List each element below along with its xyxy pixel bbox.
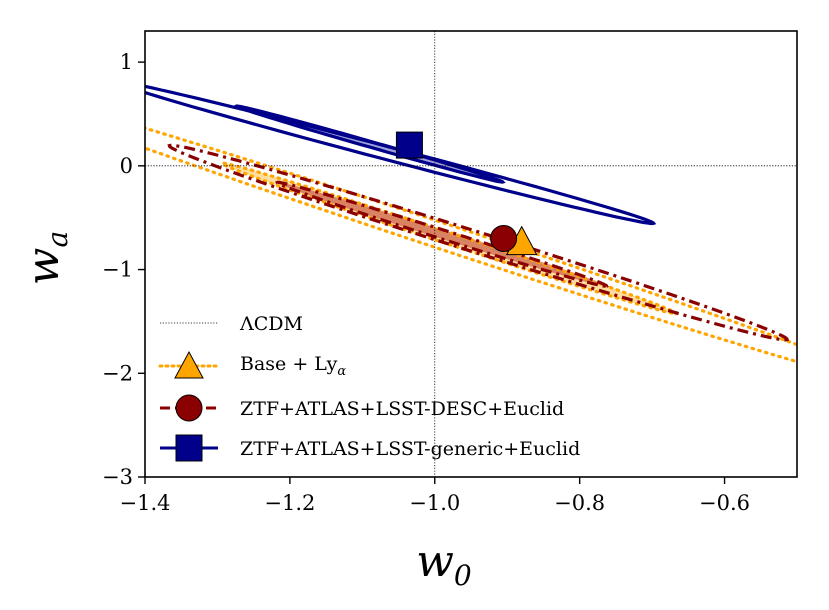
x-tick-label: −1.4 [120,491,171,515]
desc-contour-2sigma [167,143,790,342]
x-axis-ticks: −1.4 −1.2 −1.0 −0.8 −0.6 [120,477,750,515]
desc-fill-1sigma [277,182,607,287]
y-tick-label: −2 [102,361,133,385]
legend-base-marker [174,350,204,379]
legend-generic-label: ZTF+ATLAS+LSST-generic+Euclid [240,438,580,460]
generic-best-fit-marker [395,131,423,159]
desc-best-fit-marker [490,224,518,252]
x-axis-label: w0 [416,536,472,592]
y-axis-label: wa [18,231,74,285]
generic-contour-2sigma [145,84,657,226]
y-tick-label: 1 [120,50,133,74]
legend-desc-marker [175,394,203,422]
contour-layer [145,84,797,364]
legend-generic-marker [175,434,203,462]
base-fill-1sigma [222,163,677,314]
x-tick-label: −1.2 [264,491,315,515]
desc-contour-1sigma [275,180,609,288]
y-tick-label: 0 [120,154,133,178]
legend-lcdm-label: ΛCDM [239,313,303,335]
plot-frame [144,30,798,478]
best-fit-markers [395,131,538,256]
x-tick-label: −1.0 [409,491,460,515]
y-tick-label: −1 [102,258,133,282]
base-contour-2sigma [145,126,797,364]
x-tick-label: −0.8 [554,491,605,515]
x-tick-label: −0.6 [699,491,750,515]
y-tick-label: −3 [102,465,133,489]
y-axis-ticks: −3 −2 −1 0 1 [102,50,145,489]
legend-desc-label: ZTF+ATLAS+LSST-DESC+Euclid [240,398,564,420]
legend-base-label: Base + Lyα [240,353,346,379]
base-contour-1sigma [219,161,679,316]
legend: ΛCDM Base + Lyα ZTF+ATLAS+LSST-DESC+Eucl… [158,313,580,462]
